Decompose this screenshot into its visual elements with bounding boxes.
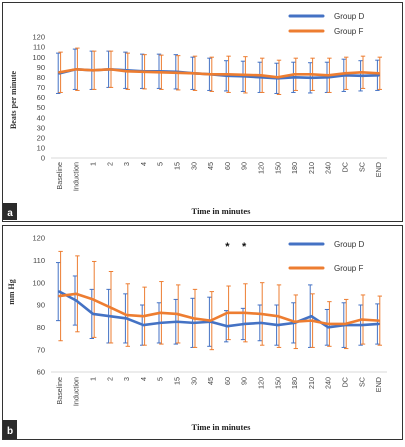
panel-a: Beats per minute Time in minutes 0102030… xyxy=(2,2,403,222)
panel-b-y-axis-label: mm Hg xyxy=(7,279,16,305)
panel-b-badge xyxy=(3,420,17,439)
panel-a-y-tick-label: 110 xyxy=(33,43,45,52)
panel-b-x-tick-label: END xyxy=(374,377,383,392)
panel-b-badge-label: b xyxy=(7,426,13,437)
panel-b-x-tick-label: 210 xyxy=(307,377,316,389)
panel-b: mm Hg Time in minutes 60 70 80 90 100 110 120 B… xyxy=(2,225,403,440)
panel-b-x-tick-label: DC xyxy=(341,377,350,387)
panel-b-y-tick-label: 100 xyxy=(32,278,45,287)
panel-a-badge xyxy=(3,203,17,220)
panel-a-border xyxy=(2,2,403,222)
panel-a-x-tick-label: 3 xyxy=(122,162,131,166)
panel-b-x-tick-label: 30 xyxy=(189,377,198,385)
panel-a-x-tick-label: 45 xyxy=(206,162,215,170)
panel-b-series-line-group-f xyxy=(58,292,380,326)
panel-b-legend: Group D Group F xyxy=(288,240,364,273)
panel-a-x-tick-label: 5 xyxy=(156,162,165,166)
panel-a-y-tick-label: 70 xyxy=(37,83,45,92)
panel-a-x-tick-label: 30 xyxy=(189,162,198,170)
panel-a-x-tick-label: 1 xyxy=(89,162,98,166)
panel-b-border xyxy=(2,225,403,440)
panel-a-legend: Group D Group F xyxy=(288,12,364,36)
panel-b-y-tick-label: 70 xyxy=(37,345,45,354)
panel-b-y-tick-label: 110 xyxy=(33,256,45,265)
panel-a-y-tick-label: 30 xyxy=(37,123,45,132)
panel-b-x-tick-label: 1 xyxy=(89,377,98,381)
panel-b-x-tick-label: Baseline xyxy=(55,377,64,405)
panel-a-x-tick-label: 180 xyxy=(290,162,299,174)
panel-a-y-tick-label: 60 xyxy=(37,93,45,102)
panel-b-x-tick-label: 5 xyxy=(156,377,165,381)
panel-b-x-tick-label: 240 xyxy=(324,377,333,389)
panel-b-x-tick-label: SC xyxy=(357,377,366,387)
panel-b-significance-marker: * xyxy=(242,241,247,253)
panel-a-legend-label-group-f: Group F xyxy=(334,27,363,36)
panel-a-y-tick-label: 20 xyxy=(37,133,45,142)
panel-a-y-axis-label: Beats per minute xyxy=(9,71,18,130)
panel-b-x-tick-label: 45 xyxy=(206,377,215,385)
panel-a-series-line-group-f xyxy=(58,67,380,79)
panel-a-badge-label: a xyxy=(7,208,13,219)
panel-a-x-tick-label: 2 xyxy=(105,162,114,166)
panel-a-y-tick-label: 90 xyxy=(37,63,45,72)
panel-a-x-tick-label: 210 xyxy=(307,162,316,174)
panel-b-y-tick-label: 80 xyxy=(37,323,45,332)
panel-a-y-tick-label: 0 xyxy=(41,154,45,163)
panel-a-x-tick-label: DC xyxy=(341,162,350,172)
panel-a-x-tick-label: 15 xyxy=(173,162,182,170)
panel-a-x-tick-label: 120 xyxy=(257,162,266,174)
panel-b-legend-label-group-d: Group D xyxy=(334,240,364,249)
panel-b-series-line-group-d xyxy=(58,290,380,329)
panel-b-x-tick-label: 90 xyxy=(240,377,249,385)
panel-a-x-tick-label: 90 xyxy=(240,162,249,170)
panel-a-x-tick-label: 60 xyxy=(223,162,232,170)
panel-b-x-tick-label: 15 xyxy=(173,377,182,385)
panel-b-y-tick-label: 120 xyxy=(32,234,45,243)
panel-b-x-tick-label: Induction xyxy=(72,377,81,406)
panel-b-x-axis-label: Time in minutes xyxy=(192,422,252,432)
panel-b-x-tick-label: 2 xyxy=(105,377,114,381)
panel-b-x-tick-label: 4 xyxy=(139,377,148,381)
panel-a-y-tick-label: 80 xyxy=(37,73,45,82)
panel-a-x-tick-label: Induction xyxy=(72,162,81,191)
panel-a-x-axis-label: Time in minutes xyxy=(192,206,252,216)
panel-a-x-tick-label: Baseline xyxy=(55,162,64,190)
panel-a-x-tick-label: 4 xyxy=(139,162,148,166)
panel-a-y-tick-label: 10 xyxy=(37,144,45,153)
panel-b-y-tick-label: 60 xyxy=(37,368,45,377)
panel-a-x-tick-label: 150 xyxy=(273,162,282,174)
panel-a-y-tick-label: 100 xyxy=(32,53,45,62)
panel-b-x-tick-label: 120 xyxy=(257,377,266,389)
panel-a-y-tick-label: 120 xyxy=(32,33,45,42)
panel-b-x-tick-label: 60 xyxy=(223,377,232,385)
panel-b-legend-label-group-f: Group F xyxy=(334,264,363,273)
panel-b-x-tick-label: 180 xyxy=(290,377,299,389)
panel-a-x-tick-label: SC xyxy=(357,162,366,172)
panel-b-y-tick-label: 90 xyxy=(37,301,45,310)
panel-a-y-tick-label: 40 xyxy=(37,113,45,122)
panel-a-x-tick-label: END xyxy=(374,162,383,177)
panel-a-legend-label-group-d: Group D xyxy=(334,12,364,21)
panel-a-y-tick-label: 50 xyxy=(37,103,45,112)
panel-b-x-tick-label: 150 xyxy=(273,377,282,389)
panel-b-x-tick-label: 3 xyxy=(122,377,131,381)
panel-b-significance-marker: * xyxy=(225,241,230,253)
panel-a-x-tick-label: 240 xyxy=(324,162,333,174)
